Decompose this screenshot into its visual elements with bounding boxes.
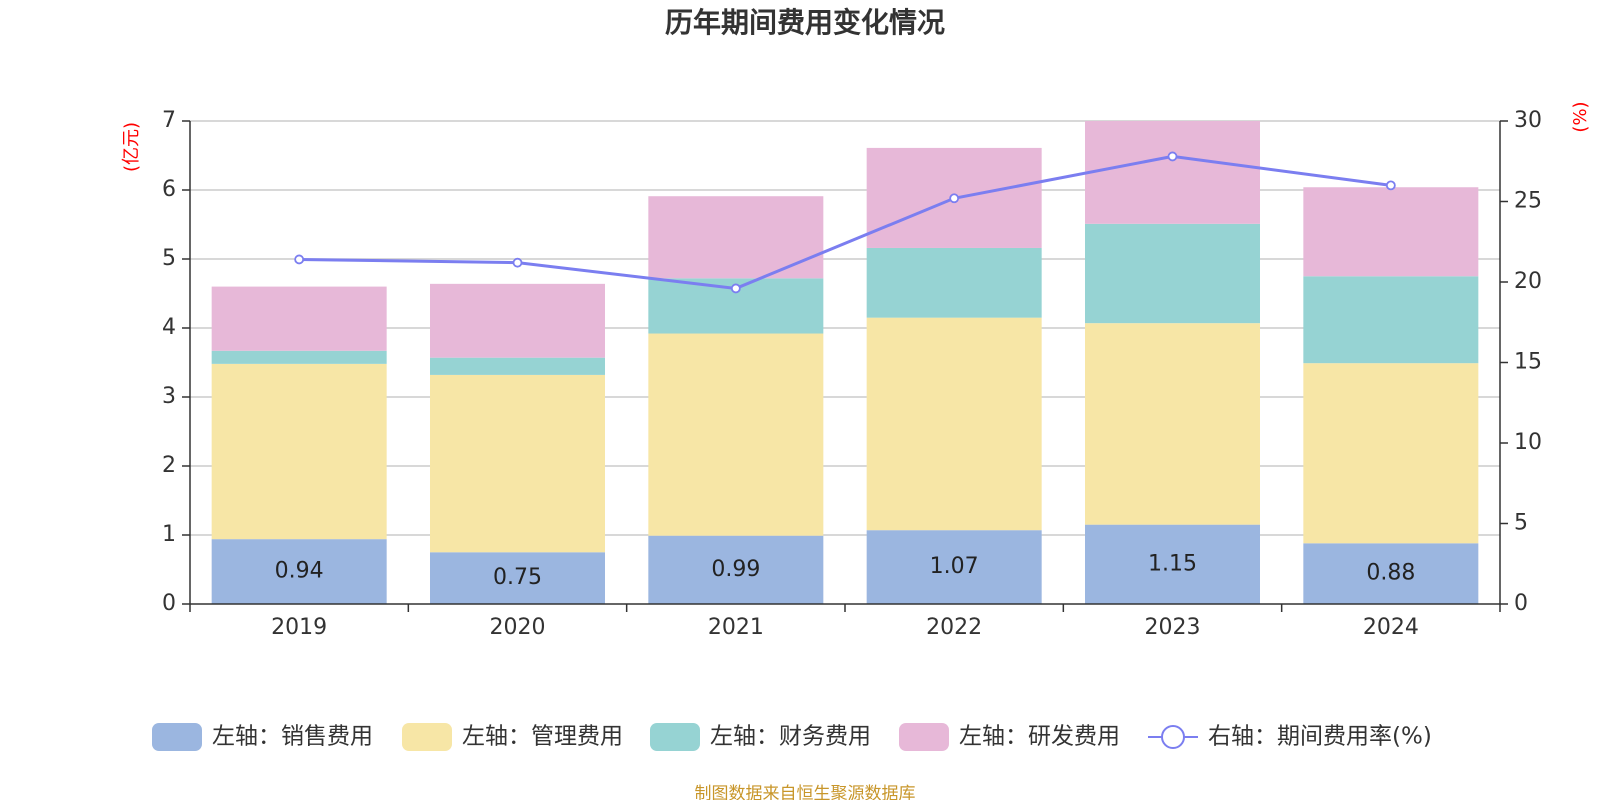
bar-segment-3-2024 bbox=[1303, 276, 1479, 364]
bar-segment-1-2022 bbox=[866, 530, 1042, 604]
data-label: 0.94 bbox=[275, 559, 324, 584]
right-axis-unit: (%) bbox=[1570, 101, 1591, 132]
left-tick-label: 1 bbox=[162, 522, 176, 547]
right-tick-label: 0 bbox=[1514, 591, 1528, 616]
bar-segment-1-2019 bbox=[211, 539, 387, 604]
bars: 0.94 0.75 0.99 1.07 1.15 0.88 bbox=[211, 121, 1479, 604]
left-tick-label: 2 bbox=[162, 453, 176, 478]
rate-line bbox=[294, 151, 1396, 294]
right-tick-label: 25 bbox=[1514, 189, 1542, 214]
x-tick-label: 2020 bbox=[490, 615, 546, 640]
bar-segment-1-2021 bbox=[648, 535, 824, 604]
legend-label: 右轴：期间费用率(%) bbox=[1208, 724, 1432, 750]
bar-segment-1-2020 bbox=[430, 552, 605, 604]
bar-segment-3-2019 bbox=[211, 350, 387, 364]
data-label: 1.15 bbox=[1148, 551, 1197, 576]
rate-point bbox=[512, 257, 523, 268]
data-label: 0.75 bbox=[493, 565, 542, 590]
bar-segment-2-2019 bbox=[211, 363, 387, 540]
bar-segment-4-2019 bbox=[211, 286, 387, 351]
rate-point bbox=[949, 193, 960, 204]
x-tick-label: 2023 bbox=[1145, 615, 1201, 640]
bar-segment-2-2021 bbox=[648, 333, 824, 536]
legend-label: 左轴：财务费用 bbox=[710, 724, 871, 750]
left-axis-unit: (亿元) bbox=[121, 122, 142, 172]
legend-swatch bbox=[650, 723, 700, 751]
source-note: 制图数据来自恒生聚源数据库 bbox=[695, 784, 916, 800]
left-tick-label: 7 bbox=[162, 108, 176, 133]
legend: 左轴：销售费用 左轴：管理费用 左轴：财务费用 左轴：研发费用 右轴：期间费用率(%) bbox=[152, 723, 1432, 751]
bar-segment-2-2024 bbox=[1303, 363, 1479, 544]
right-tick-label: 15 bbox=[1514, 350, 1542, 375]
x-tick-label: 2022 bbox=[926, 615, 982, 640]
rate-line-path bbox=[299, 154, 1392, 290]
bar-segment-4-2021 bbox=[648, 196, 824, 279]
gridlines bbox=[190, 120, 1500, 536]
x-tick-label: 2019 bbox=[271, 615, 327, 640]
right-tick-label: 20 bbox=[1514, 269, 1542, 294]
data-label: 0.88 bbox=[1366, 561, 1415, 586]
legend-swatch bbox=[152, 723, 202, 751]
legend-label: 左轴：研发费用 bbox=[959, 724, 1120, 750]
data-label: 0.99 bbox=[711, 557, 760, 582]
bar-segment-4-2024 bbox=[1303, 187, 1479, 277]
left-tick-label: 6 bbox=[162, 177, 176, 202]
x-tick-label: 2024 bbox=[1363, 615, 1419, 640]
bar-segment-2-2022 bbox=[866, 317, 1042, 531]
data-label: 1.07 bbox=[930, 554, 979, 579]
legend-label: 左轴：销售费用 bbox=[212, 724, 373, 750]
bar-segment-2-2020 bbox=[430, 374, 605, 553]
legend-swatch bbox=[402, 723, 452, 751]
bar-segment-2-2023 bbox=[1085, 323, 1260, 525]
left-tick-label: 0 bbox=[162, 591, 176, 616]
axes: 0 1 2 3 4 5 6 7 0 5 10 15 20 25 30 2019 2020 2021 2022 2023… bbox=[162, 108, 1542, 640]
rate-point bbox=[294, 254, 305, 265]
right-tick-label: 10 bbox=[1514, 430, 1542, 455]
rate-point bbox=[1167, 151, 1178, 162]
legend-label: 左轴：管理费用 bbox=[462, 724, 623, 750]
chart-title: 历年期间费用变化情况 bbox=[665, 6, 945, 39]
rate-point bbox=[1385, 180, 1396, 191]
right-tick-label: 30 bbox=[1514, 108, 1542, 133]
left-tick-label: 4 bbox=[162, 315, 176, 340]
legend-swatch bbox=[899, 723, 949, 751]
bar-segment-3-2020 bbox=[430, 357, 605, 375]
bar-segment-1-2024 bbox=[1303, 543, 1479, 604]
bar-segment-4-2020 bbox=[430, 283, 605, 358]
right-tick-label: 5 bbox=[1514, 511, 1528, 536]
bar-segment-1-2023 bbox=[1085, 524, 1260, 604]
left-tick-label: 5 bbox=[162, 246, 176, 271]
bar-segment-4-2023 bbox=[1085, 121, 1260, 224]
x-tick-label: 2021 bbox=[708, 615, 764, 640]
bar-segment-3-2022 bbox=[866, 247, 1042, 318]
rate-point bbox=[730, 283, 741, 294]
left-tick-label: 3 bbox=[162, 384, 176, 409]
bar-segment-3-2023 bbox=[1085, 223, 1260, 324]
legend-marker-icon bbox=[1161, 725, 1185, 749]
